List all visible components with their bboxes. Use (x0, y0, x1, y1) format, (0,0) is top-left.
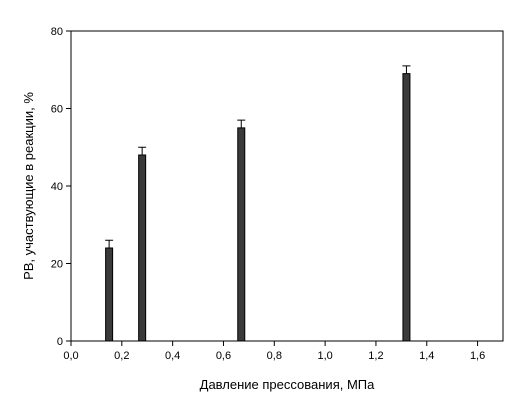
plot-area: 0,0 0,2 0,4 0,6 0,8 1,0 1,2 1,4 1,6 0 20 40 60 80 (51, 26, 504, 362)
y-ticks: 0 20 40 60 80 (51, 26, 71, 348)
bar (237, 127, 246, 342)
y-tick-label: 0 (57, 336, 63, 348)
x-tick-label: 1,0 (317, 350, 332, 362)
x-tick-label: 1,4 (419, 350, 434, 362)
x-tick-label: 0,8 (267, 350, 282, 362)
x-tick-label: 0,2 (114, 350, 129, 362)
bar (138, 154, 147, 342)
x-tick-label: 0,0 (63, 350, 78, 362)
y-tick-label: 60 (51, 104, 63, 116)
x-tick-label: 0,6 (216, 350, 231, 362)
bars (105, 73, 411, 342)
y-tick-label: 40 (51, 181, 63, 193)
bar (105, 247, 114, 342)
y-tick-label: 80 (51, 26, 63, 38)
error-bars (105, 65, 411, 248)
y-axis-title: РВ, участвующие в реакции, % (21, 92, 36, 280)
x-tick-label: 1,6 (470, 350, 485, 362)
y-tick-label: 20 (51, 259, 63, 271)
plot-frame (70, 30, 504, 342)
x-tick-label: 1,2 (368, 350, 383, 362)
x-ticks: 0,0 0,2 0,4 0,6 0,8 1,0 1,2 1,4 1,6 (63, 341, 485, 362)
x-axis-title: Давление прессования, МПа (200, 377, 375, 392)
x-tick-label: 0,4 (165, 350, 180, 362)
bar (402, 73, 411, 342)
